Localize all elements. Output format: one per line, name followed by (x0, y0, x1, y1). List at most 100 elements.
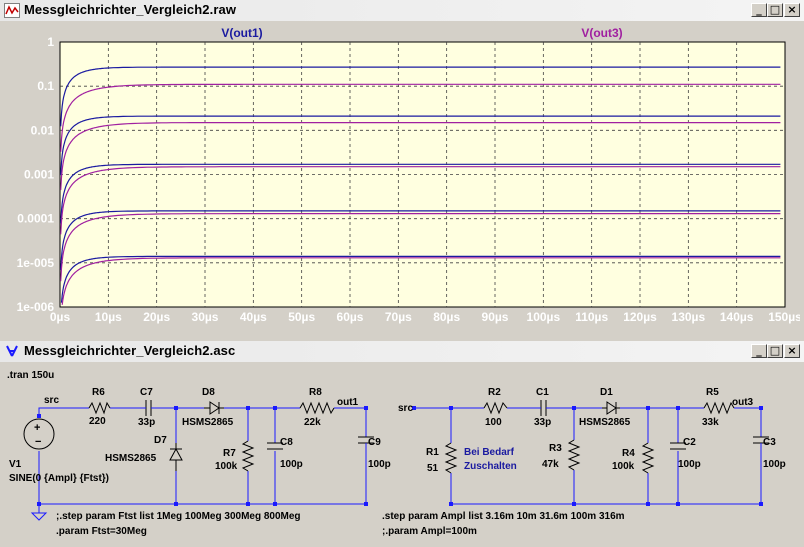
out1-label: out1 (337, 397, 359, 408)
schematic-window-title: Messgleichrichter_Vergleich2.asc (24, 343, 236, 358)
y-tick-label: 0.01 (31, 123, 55, 137)
diode-d7[interactable] (169, 443, 183, 471)
note-bei-bedarf: Bei Bedarf (464, 447, 515, 458)
capacitor-c3[interactable] (753, 436, 769, 451)
diode-d1[interactable] (602, 401, 620, 415)
d1-value: HSMS2865 (579, 417, 631, 428)
capacitor-c7[interactable] (141, 400, 156, 416)
r1-label: R1 (426, 447, 439, 458)
param-ftst-directive[interactable]: .param Ftst=30Meg (56, 526, 147, 537)
c3-label: C3 (763, 437, 776, 448)
resistor-r4[interactable] (641, 442, 655, 474)
resistor-r7[interactable] (241, 440, 255, 472)
legend-entry: V(out1) (221, 26, 262, 40)
tran-directive[interactable]: .tran 150u (7, 370, 54, 381)
r6-label: R6 (92, 387, 105, 398)
r2-value: 100 (485, 417, 502, 428)
x-tick-label: 40µs (240, 310, 267, 324)
close-button[interactable]: × (784, 3, 800, 17)
r3-label: R3 (549, 443, 562, 454)
r1-value: 51 (427, 463, 439, 474)
capacitor-c2[interactable] (670, 442, 686, 450)
out3-label: out3 (732, 397, 754, 408)
x-tick-label: 100µs (527, 310, 561, 324)
waveform-pane[interactable]: 0µs 10µs 20µs 30µs 40µs 50µs 60µs 70µs 80µs 90µs 1… (4, 21, 803, 333)
d1-label: D1 (600, 387, 613, 398)
series-line-out3 (60, 122, 781, 191)
voltage-source-v1[interactable]: + − (23, 418, 55, 450)
schematic-titlebar[interactable]: Messgleichrichter_Vergleich2.asc _ □ × (0, 341, 804, 362)
c3-value: 100p (763, 459, 786, 470)
schematic-maximize-button[interactable]: □ (767, 344, 783, 358)
x-tick-label: 120µs (623, 310, 657, 324)
x-tick-label: 70µs (385, 310, 412, 324)
param-ampl-directive[interactable]: ;.param Ampl=100m (382, 526, 477, 537)
v1-value: SINE(0 {Ampl} {Ftst}) (9, 473, 109, 484)
capacitor-c8[interactable] (267, 442, 283, 450)
r5-label: R5 (706, 387, 719, 398)
ground-symbol (30, 512, 48, 521)
c2-label: C2 (683, 437, 696, 448)
x-tick-label: 150µs (768, 310, 800, 324)
diode-d8[interactable] (204, 401, 224, 415)
schematic-close-button[interactable]: × (784, 344, 800, 358)
x-tick-label: 80µs (433, 310, 460, 324)
series-line-out1 (60, 115, 781, 176)
c2-value: 100p (678, 459, 701, 470)
r5-value: 33k (702, 417, 719, 428)
y-tick-label: 0.1 (37, 79, 54, 93)
resistor-r8[interactable] (299, 401, 335, 415)
schematic-canvas[interactable]: + − (4, 363, 800, 542)
series-line-out1 (60, 163, 781, 224)
waveform-plot[interactable]: 0µs 10µs 20µs 30µs 40µs 50µs 60µs 70µs 80µs 90µs 1… (4, 21, 803, 333)
step-ampl-directive[interactable]: .step param Ampl list 3.16m 10m 31.6m 10… (382, 511, 625, 522)
x-tick-label: 140µs (720, 310, 754, 324)
schematic-pane[interactable]: + − (4, 363, 800, 542)
waveform-window-title: Messgleichrichter_Vergleich2.raw (24, 2, 237, 17)
series-line-out1 (60, 66, 781, 127)
r3-value: 47k (542, 459, 559, 470)
c8-label: C8 (280, 437, 293, 448)
schematic-app-icon (6, 345, 18, 357)
x-tick-label: 60µs (337, 310, 364, 324)
capacitor-c1[interactable] (536, 400, 551, 416)
src-label-right: src (398, 403, 413, 414)
waveform-window: Messgleichrichter_Vergleich2.raw _ □ × 0… (0, 0, 804, 333)
step-ftst-directive[interactable]: ;.step param Ftst list 1Meg 100Meg 300Me… (56, 511, 301, 522)
minimize-button[interactable]: _ (751, 3, 767, 17)
resistor-r2[interactable] (483, 401, 508, 415)
svg-text:−: − (35, 436, 41, 448)
c1-value: 33p (534, 417, 551, 428)
series-line-out3 (60, 83, 781, 152)
d8-value: HSMS2865 (182, 417, 234, 428)
d8-label: D8 (202, 387, 215, 398)
note-zuschalten: Zuschalten (464, 461, 517, 472)
maximize-button[interactable]: □ (767, 3, 783, 17)
r4-value: 100k (612, 461, 635, 472)
resistor-r6[interactable] (88, 401, 111, 415)
c9-value: 100p (368, 459, 391, 470)
schematic-minimize-button[interactable]: _ (751, 344, 767, 358)
y-tick-label: 0.0001 (17, 212, 54, 226)
c7-value: 33p (138, 417, 155, 428)
series-line-out1 (60, 255, 781, 303)
y-tick-label: 0.001 (24, 168, 54, 182)
x-tick-label: 10µs (95, 310, 122, 324)
resistor-r3[interactable] (567, 439, 581, 471)
r4-label: R4 (622, 448, 635, 459)
c1-label: C1 (536, 387, 549, 398)
r7-value: 100k (215, 461, 238, 472)
capacitor-c9[interactable] (358, 436, 374, 451)
src-label-left: src (44, 395, 59, 406)
v1-label: V1 (9, 459, 22, 470)
resistor-r5[interactable] (703, 401, 735, 415)
y-tick-label: 1e-005 (17, 256, 55, 270)
svg-text:+: + (34, 422, 40, 434)
legend-entry: V(out3) (581, 26, 622, 40)
waveform-titlebar[interactable]: Messgleichrichter_Vergleich2.raw _ □ × (0, 0, 804, 21)
r2-label: R2 (488, 387, 501, 398)
y-tick-label: 1 (47, 35, 54, 49)
x-tick-label: 130µs (672, 310, 706, 324)
series-line-out3 (60, 166, 781, 235)
resistor-r1[interactable] (444, 442, 458, 474)
